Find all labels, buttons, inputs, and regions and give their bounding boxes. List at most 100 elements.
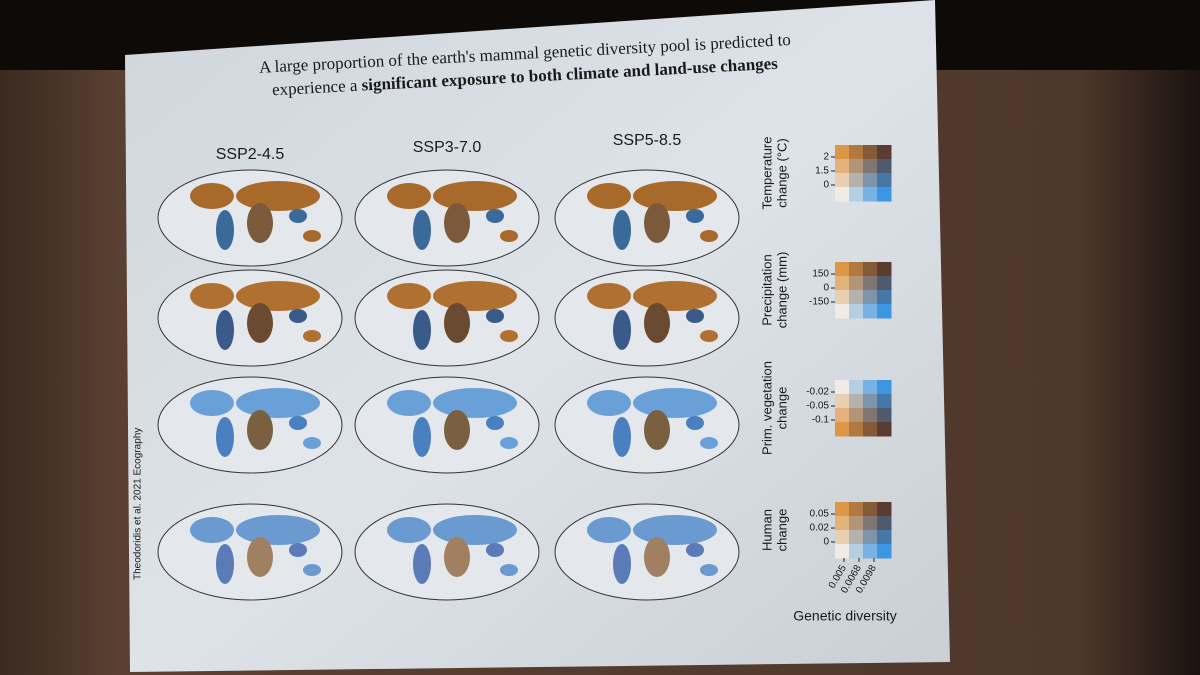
legend-label: change — [774, 509, 789, 552]
continent — [686, 416, 704, 430]
legend-cell — [849, 187, 864, 202]
continent — [444, 410, 470, 450]
continent — [190, 517, 234, 543]
continent — [303, 230, 321, 242]
continent — [633, 388, 717, 418]
continent — [413, 210, 431, 250]
continent — [433, 388, 517, 418]
legend-label: Prim. vegetation — [759, 361, 774, 455]
continent — [387, 390, 431, 416]
continent — [500, 230, 518, 242]
continent — [686, 209, 704, 223]
continent — [644, 410, 670, 450]
continent — [190, 283, 234, 309]
legend-cell — [863, 422, 878, 437]
legend-cell — [835, 304, 850, 319]
legend-cell — [849, 159, 864, 174]
continent — [686, 543, 704, 557]
continent — [500, 330, 518, 342]
continent — [444, 303, 470, 343]
legend-cell — [863, 187, 878, 202]
legend-tick-label: 0.05 — [810, 509, 830, 520]
continent — [387, 517, 431, 543]
legend-cell — [877, 502, 892, 517]
legend-cell — [849, 422, 864, 437]
legend-cell — [849, 544, 864, 559]
world-map — [354, 503, 540, 601]
legend-cell — [849, 262, 864, 277]
world-map — [354, 269, 540, 367]
world-map — [554, 503, 740, 601]
legend-cell — [849, 530, 864, 545]
legend-cell — [877, 422, 892, 437]
legend-cell — [849, 276, 864, 291]
legend-tick-label: 0 — [823, 180, 829, 191]
legend-tick-label: -0.02 — [806, 387, 829, 398]
legend-cell — [863, 290, 878, 305]
continent — [289, 416, 307, 430]
continent — [444, 537, 470, 577]
legend-cell — [835, 173, 850, 188]
legend-cell — [835, 145, 850, 160]
continent — [387, 283, 431, 309]
continent — [587, 517, 631, 543]
continent — [486, 543, 504, 557]
continent — [700, 564, 718, 576]
continent — [613, 417, 631, 457]
world-map — [157, 503, 343, 601]
continent — [236, 515, 320, 545]
continent — [303, 437, 321, 449]
continent — [500, 564, 518, 576]
continent — [289, 209, 307, 223]
slide — [125, 0, 950, 672]
continent — [216, 544, 234, 584]
continent — [587, 283, 631, 309]
legend-cell — [863, 394, 878, 409]
legend-cell — [835, 530, 850, 545]
continent — [413, 310, 431, 350]
world-map — [554, 269, 740, 367]
continent — [236, 181, 320, 211]
legend-cell — [835, 408, 850, 423]
legend-cell — [835, 422, 850, 437]
continent — [644, 537, 670, 577]
continent — [247, 303, 273, 343]
continent — [700, 330, 718, 342]
legend-cell — [863, 408, 878, 423]
legend-tick-label: -0.05 — [806, 401, 829, 412]
world-map — [157, 376, 343, 474]
legend-cell — [849, 304, 864, 319]
legend-cell — [835, 516, 850, 531]
continent — [587, 183, 631, 209]
continent — [613, 544, 631, 584]
title-part: experience a — [272, 75, 363, 99]
continent — [413, 417, 431, 457]
column-header: SSP2-4.5 — [216, 146, 285, 163]
continent — [433, 515, 517, 545]
legend-tick-label: -150 — [809, 297, 829, 308]
continent — [247, 410, 273, 450]
continent — [216, 417, 234, 457]
legend-cell — [863, 304, 878, 319]
legend-cell — [877, 380, 892, 395]
world-map — [157, 269, 343, 367]
continent — [190, 183, 234, 209]
world-map — [554, 169, 740, 267]
legend-label: Temperature — [759, 137, 774, 210]
legend-label: change — [774, 387, 789, 430]
legend-cell — [863, 380, 878, 395]
column-header: SSP5-8.5 — [613, 132, 682, 149]
citation: Theodoridis et al. 2021 Ecography — [133, 428, 144, 580]
continent — [587, 390, 631, 416]
legend-cell — [877, 262, 892, 277]
legend-cell — [877, 173, 892, 188]
legend-cell — [835, 187, 850, 202]
legend-cell — [877, 145, 892, 160]
legend-cell — [877, 187, 892, 202]
maps: SSP2-4.5 SSP3-7.0 SSP5-8.5 — [157, 132, 740, 601]
legend-cell — [863, 276, 878, 291]
legend-cell — [835, 276, 850, 291]
legend-cell — [863, 530, 878, 545]
legend-label: change (mm) — [774, 252, 789, 329]
